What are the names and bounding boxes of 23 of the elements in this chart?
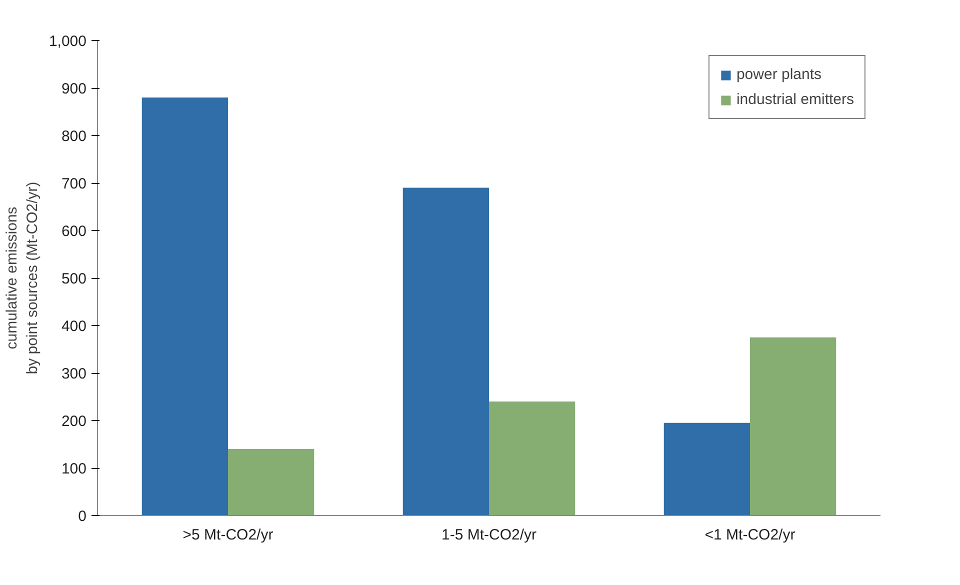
bar: [228, 449, 314, 516]
y-axis-title: cumulative emissions by point sources (Mt-CO2/yr): [4, 182, 41, 374]
y-tick-label: 200: [61, 413, 87, 430]
y-tick-label: 1,000: [48, 33, 87, 50]
bar: [664, 422, 750, 516]
y-tick-label: 900: [61, 80, 87, 98]
x-tick-label: <1 Mt-CO2/yr: [704, 526, 796, 544]
y-tick-label: 100: [61, 460, 87, 478]
y-tick-label: 300: [61, 366, 87, 382]
y-tick-label: 400: [61, 318, 87, 335]
x-tick-label: 1-5 Mt-CO2/yr: [441, 526, 537, 544]
y-tick-label: 0: [78, 508, 86, 525]
bar: [750, 337, 836, 516]
bar: [142, 98, 228, 516]
y-tick-label: 700: [61, 176, 87, 192]
bar: [402, 188, 489, 516]
y-tick-label: 600: [61, 223, 87, 240]
legend-label: industrial emitters: [736, 91, 854, 108]
y-tick-label: 500: [61, 270, 87, 288]
x-tick-label: >5 Mt-CO2/yr: [182, 526, 274, 544]
y-tick-label: 800: [61, 128, 87, 145]
bar: [489, 402, 576, 516]
legend-label: power plants: [736, 66, 822, 83]
